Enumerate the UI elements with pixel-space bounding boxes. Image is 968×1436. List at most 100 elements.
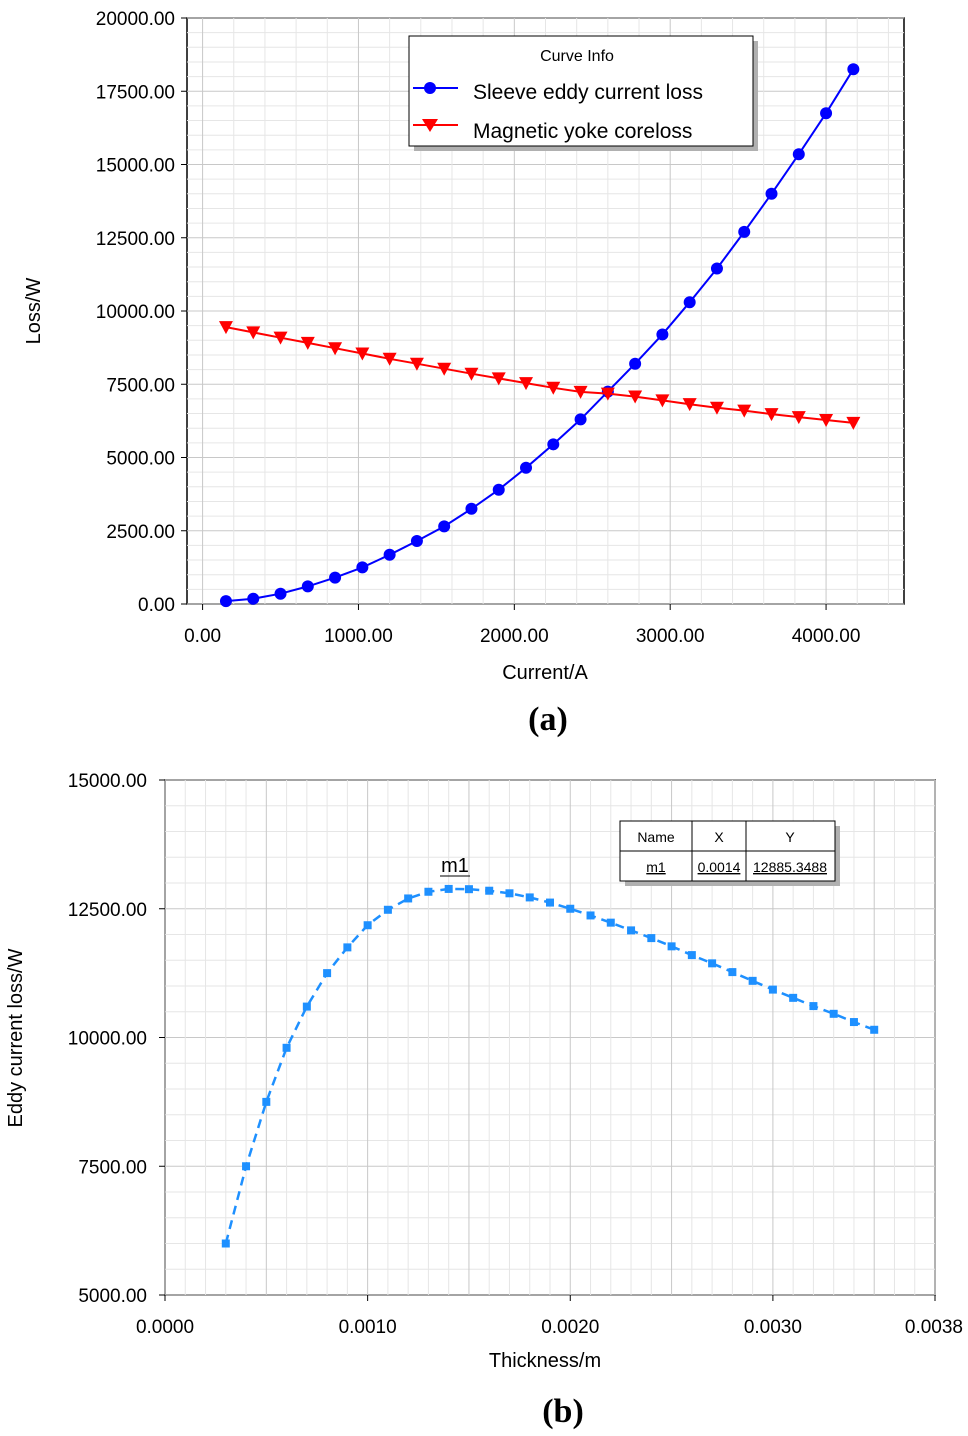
data-point-sleeve bbox=[547, 438, 560, 451]
x-tick-label: 3000.00 bbox=[636, 626, 705, 647]
data-point-yoke bbox=[273, 331, 288, 345]
data-point-eddy bbox=[363, 921, 372, 930]
legend-entry-yoke: Magnetic yoke coreloss bbox=[473, 120, 692, 143]
y-tick-label: 12500.00 bbox=[68, 900, 147, 921]
data-point-yoke bbox=[628, 390, 643, 404]
data-point-eddy bbox=[627, 926, 636, 935]
data-point-yoke bbox=[218, 321, 233, 335]
x-tick-label: 4000.00 bbox=[792, 626, 861, 647]
data-point-sleeve bbox=[465, 502, 478, 515]
data-point-yoke bbox=[764, 408, 779, 422]
y-axis-label-a: Loss/W bbox=[23, 278, 45, 345]
data-point-sleeve bbox=[356, 561, 369, 574]
data-point-yoke bbox=[655, 394, 670, 408]
y-axis-label-b: Eddy current loss/W bbox=[5, 948, 27, 1127]
data-point-eddy bbox=[323, 969, 332, 978]
data-point-eddy bbox=[546, 898, 554, 907]
chart-b: 5000.00 7500.00 10000.00 12500.00 15000.00 0… bbox=[5, 771, 963, 1430]
series-line-yoke bbox=[225, 326, 854, 424]
data-point-sleeve bbox=[738, 225, 751, 238]
data-point-eddy bbox=[262, 1097, 271, 1106]
y-ticks-b: 5000.00 7500.00 10000.00 12500.00 15000.00 bbox=[68, 771, 165, 1307]
data-point-yoke bbox=[409, 357, 424, 371]
data-point-sleeve bbox=[710, 262, 723, 275]
y-ticks-a: 0.00 2500.00 5000.00 7500.00 10000.00 12500.0… bbox=[96, 9, 187, 616]
data-point-eddy bbox=[424, 887, 433, 896]
data-point-sleeve bbox=[301, 580, 314, 593]
data-point-yoke bbox=[737, 404, 752, 418]
data-point-sleeve bbox=[656, 328, 669, 341]
data-point-yoke bbox=[709, 401, 724, 415]
marker-table-cell-y[interactable]: 12885.3488 bbox=[753, 859, 827, 875]
data-point-eddy bbox=[505, 889, 514, 898]
y-tick-label: 2500.00 bbox=[106, 522, 175, 543]
data-point-eddy bbox=[728, 968, 737, 977]
legend-marker-yoke bbox=[422, 119, 438, 132]
x-axis-label-b: Thickness/m bbox=[489, 1350, 601, 1372]
y-tick-label: 5000.00 bbox=[106, 449, 175, 470]
x-tick-label: 2000.00 bbox=[480, 626, 549, 647]
legend-marker-sleeve bbox=[424, 82, 436, 94]
data-point-eddy bbox=[708, 959, 717, 968]
data-point-sleeve bbox=[629, 357, 642, 370]
data-point-eddy bbox=[586, 911, 595, 920]
data-point-eddy bbox=[748, 976, 757, 985]
data-point-yoke bbox=[355, 347, 370, 361]
data-point-sleeve bbox=[274, 587, 287, 600]
data-point-yoke bbox=[546, 381, 561, 395]
y-tick-label: 0.00 bbox=[138, 595, 175, 616]
x-tick-label: 0.00 bbox=[184, 626, 221, 647]
data-point-sleeve bbox=[247, 592, 260, 605]
legend-box bbox=[408, 35, 754, 147]
data-point-sleeve bbox=[765, 187, 778, 200]
data-point-yoke bbox=[328, 342, 343, 356]
data-point-eddy bbox=[221, 1239, 230, 1248]
data-point-eddy bbox=[302, 1002, 311, 1011]
data-point-sleeve bbox=[410, 535, 423, 548]
marker-table-header-y: Y bbox=[785, 829, 795, 845]
data-point-eddy bbox=[566, 904, 575, 913]
data-point-eddy bbox=[282, 1043, 291, 1052]
data-point-yoke bbox=[464, 367, 479, 381]
data-point-eddy bbox=[768, 985, 777, 994]
data-point-yoke bbox=[491, 372, 506, 386]
data-point-eddy bbox=[404, 894, 413, 903]
y-tick-label: 5000.00 bbox=[78, 1286, 147, 1307]
x-tick-label: 0.0030 bbox=[744, 1317, 802, 1338]
legend-a: Curve Info Sleeve eddy current loss Magn… bbox=[408, 35, 758, 151]
data-point-eddy bbox=[485, 886, 494, 895]
y-tick-label: 17500.00 bbox=[96, 82, 175, 103]
x-axis-label-a: Current/A bbox=[502, 662, 588, 684]
legend-entry-sleeve: Sleeve eddy current loss bbox=[473, 81, 703, 104]
data-point-eddy bbox=[647, 934, 656, 943]
data-point-eddy bbox=[444, 884, 453, 893]
y-tick-label: 15000.00 bbox=[68, 771, 147, 792]
data-point-eddy bbox=[464, 885, 473, 894]
data-point-yoke bbox=[600, 387, 615, 401]
data-point-yoke bbox=[437, 362, 452, 376]
x-tick-label: 0.0000 bbox=[136, 1317, 194, 1338]
data-point-sleeve bbox=[574, 413, 587, 426]
data-point-sleeve bbox=[492, 483, 505, 496]
data-point-sleeve bbox=[792, 148, 805, 161]
y-tick-label: 7500.00 bbox=[78, 1157, 147, 1178]
data-point-yoke bbox=[846, 416, 861, 430]
x-ticks-b: 0.0000 0.0010 0.0020 0.0030 0.0038 bbox=[136, 1295, 963, 1338]
series-b bbox=[221, 884, 879, 1248]
data-point-yoke bbox=[819, 413, 834, 427]
data-point-yoke bbox=[791, 411, 806, 425]
y-tick-label: 20000.00 bbox=[96, 9, 175, 30]
series-a bbox=[218, 63, 861, 608]
marker-table-header-x: X bbox=[714, 829, 724, 845]
marker-table: Name X Y m1 0.0014 12885.3488 bbox=[619, 820, 840, 886]
data-point-sleeve bbox=[329, 571, 342, 584]
y-tick-label: 15000.00 bbox=[96, 156, 175, 177]
y-tick-label: 12500.00 bbox=[96, 229, 175, 250]
data-point-sleeve bbox=[820, 107, 833, 120]
marker-m1-label: m1 bbox=[441, 855, 469, 877]
marker-table-cell-name[interactable]: m1 bbox=[646, 859, 666, 875]
data-point-yoke bbox=[300, 336, 315, 350]
marker-table-cell-x[interactable]: 0.0014 bbox=[698, 859, 741, 875]
data-point-eddy bbox=[849, 1018, 858, 1027]
